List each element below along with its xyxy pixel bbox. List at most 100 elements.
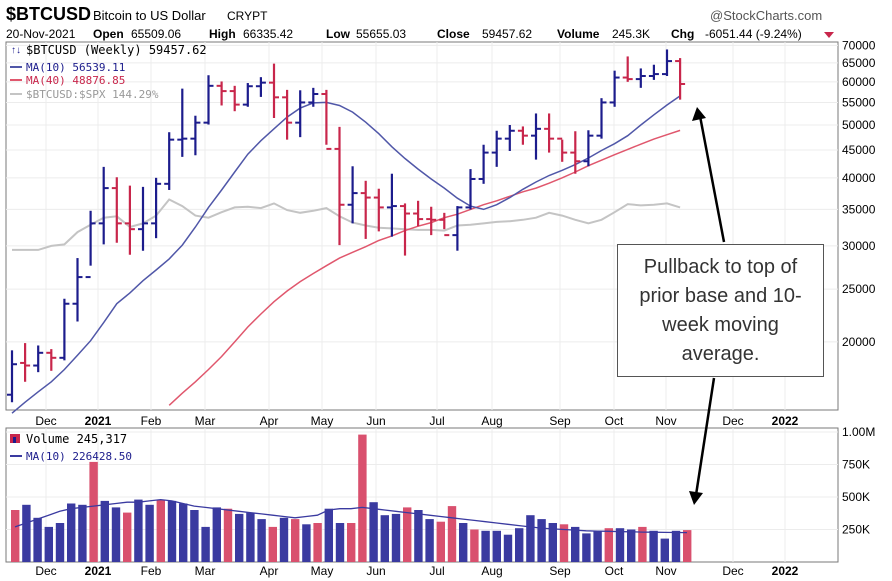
volume-ma10-series-line xyxy=(14,498,688,534)
price-y-tick-label: 60000 xyxy=(842,75,876,89)
price-x-tick-label: Apr xyxy=(260,414,279,428)
volume-bar xyxy=(347,523,356,562)
ma40-line xyxy=(168,129,681,406)
price-y-tick-label: 55000 xyxy=(842,95,876,109)
volume-bar xyxy=(649,530,658,562)
volume-bar xyxy=(190,510,199,562)
volume-bar xyxy=(44,526,53,562)
volume-bar xyxy=(582,533,591,562)
low-value: 55655.03 xyxy=(356,27,406,41)
volume-bar xyxy=(167,500,177,562)
volume-bar xyxy=(414,510,423,562)
volume-bar xyxy=(156,499,165,562)
ohlc-bar xyxy=(622,56,633,82)
volume-bar xyxy=(134,499,143,562)
volume-bar xyxy=(459,523,468,562)
price-x-tick-label: Dec xyxy=(35,414,56,428)
ohlc-bar xyxy=(269,63,279,119)
volume-bar xyxy=(246,512,255,562)
ohlc-bar xyxy=(98,166,109,245)
date-label: 20-Nov-2021 xyxy=(6,27,76,41)
volume-x-tick-label: 2022 xyxy=(772,564,799,578)
price-y-tick-label: 20000 xyxy=(842,335,876,349)
price-bars xyxy=(7,49,686,403)
ohlc-bar xyxy=(426,206,437,236)
ohlc-bar xyxy=(334,126,345,246)
ohlc-bar xyxy=(138,186,148,251)
ohlc-bar xyxy=(242,83,253,107)
ohlc-bar xyxy=(531,113,541,160)
ohlc-bar xyxy=(373,188,384,232)
volume-x-tick-label: May xyxy=(311,564,334,578)
volume-ma-line xyxy=(14,498,688,534)
low-label: Low xyxy=(326,27,351,41)
annotation-callout: Pullback to top of prior base and 10-wee… xyxy=(617,244,824,377)
ohlc-bar xyxy=(7,350,17,403)
ohlc-bar xyxy=(151,177,162,239)
ohlc-bar xyxy=(504,125,515,151)
ohlc-bar xyxy=(295,90,306,138)
ohlc-bar xyxy=(583,130,594,167)
price-y-axis: 70000 65000 60000 55000 50000 45000 40000 35000… xyxy=(842,38,876,349)
ohlc-bar xyxy=(544,113,555,153)
volume-x-tick-label: Aug xyxy=(481,564,502,578)
volume-bar xyxy=(515,528,524,562)
volume-bar xyxy=(89,461,98,562)
volume-bar xyxy=(403,507,412,562)
price-x-tick-label: Mar xyxy=(195,414,216,428)
volume-bar xyxy=(391,513,401,562)
high-value: 66335.42 xyxy=(243,27,293,41)
ohlc-bar xyxy=(85,210,96,279)
ohlc-bar xyxy=(557,137,568,162)
volume-label: Volume xyxy=(557,27,600,41)
volume-bar xyxy=(78,504,87,562)
ohlc-bar xyxy=(111,177,122,243)
volume-bar xyxy=(11,510,20,562)
ma10-line xyxy=(11,95,681,414)
exchange-label: CRYPT xyxy=(227,9,268,23)
symbol-name: Bitcoin to US Dollar xyxy=(93,8,206,23)
volume-y-tick-label: 1.00M xyxy=(842,425,875,439)
chg-label: Chg xyxy=(671,27,694,41)
price-legend: ↑↓ $BTCUSD (Weekly) 59457.62 MA(10) 5653… xyxy=(10,43,207,101)
ohlc-bar xyxy=(413,200,424,227)
price-y-tick-label: 30000 xyxy=(842,239,876,253)
volume-bar xyxy=(559,524,569,562)
volume-bar xyxy=(212,507,221,562)
ohlc-bar xyxy=(609,70,620,107)
volume-y-tick-label: 500K xyxy=(842,490,870,504)
ohlc-bar xyxy=(33,345,44,373)
volume-x-tick-label: Nov xyxy=(655,564,676,578)
ohlc-bar xyxy=(400,203,410,256)
volume-bar xyxy=(526,515,535,562)
volume-bar xyxy=(55,523,65,562)
ohlc-bar xyxy=(46,349,57,371)
volume-x-tick-label: Dec xyxy=(722,564,743,578)
ohlc-bar xyxy=(72,258,83,322)
price-x-tick-label: Jun xyxy=(366,414,385,428)
volume-bar xyxy=(571,526,580,562)
volume-x-tick-label: Mar xyxy=(195,564,216,578)
open-label: Open xyxy=(93,27,124,41)
ohlc-bar xyxy=(177,88,188,157)
volume-bar xyxy=(548,523,557,562)
arrow-down-head xyxy=(689,491,703,505)
volume-bar xyxy=(335,523,345,562)
price-x-tick-label: Jul xyxy=(429,414,444,428)
ohlc-bar xyxy=(491,130,502,167)
volume-x-tick-label: Feb xyxy=(141,564,162,578)
price-x-tick-label: May xyxy=(311,414,334,428)
price-y-tick-label: 65000 xyxy=(842,56,876,70)
price-x-tick-label: Feb xyxy=(141,414,162,428)
volume-legend-label: Volume 245,317 xyxy=(26,432,127,446)
volume-bar xyxy=(223,508,233,562)
price-x-tick-label: Sep xyxy=(549,414,571,428)
ohlc-bar xyxy=(570,131,581,174)
volume-bar xyxy=(380,515,389,562)
ohlc-bar xyxy=(662,49,672,77)
volume-bar xyxy=(537,519,546,562)
volume-bar xyxy=(111,507,121,562)
volume-bar xyxy=(604,528,613,562)
symbol-label: $BTCUSD xyxy=(6,4,91,24)
volume-bar xyxy=(369,502,378,562)
